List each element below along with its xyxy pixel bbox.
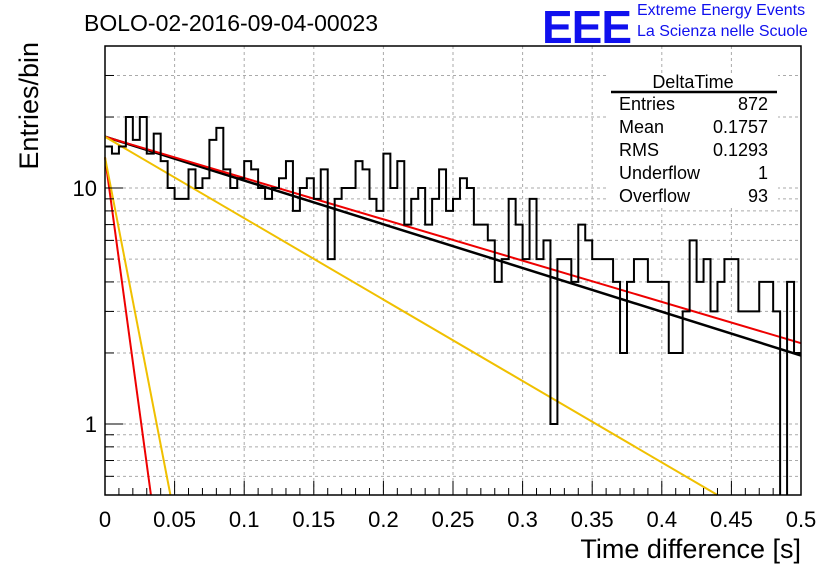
x-tick-label: 0.2 [368, 507, 399, 532]
eee-logo: EEE [542, 1, 632, 53]
plot-frame [104, 45, 802, 496]
y-axis-title: Entries/bin [14, 42, 44, 170]
fit-curve [104, 157, 152, 496]
x-tick-label: 0.25 [432, 507, 475, 532]
fit-curve [104, 135, 802, 345]
stats-label: Entries [619, 94, 675, 114]
x-tick-label: 0.4 [647, 507, 678, 532]
stats-title: DeltaTime [652, 72, 733, 92]
stats-value: 0.1757 [713, 117, 768, 137]
histogram-bars [105, 116, 801, 495]
fit-layer [104, 135, 802, 496]
fit-curve [104, 135, 718, 496]
x-tick-label: 0.05 [153, 507, 196, 532]
stats-value: 0.1293 [713, 140, 768, 160]
x-tick-label: 0 [99, 507, 111, 532]
stats-value: 872 [738, 94, 768, 114]
x-axis-title: Time difference [s] [580, 534, 801, 564]
stats-value: 93 [748, 186, 768, 206]
histogram-layer [105, 116, 801, 495]
stats-label: Underflow [619, 163, 701, 183]
logo-subtitle-1: Extreme Energy Events [637, 2, 806, 19]
stats-background [608, 74, 778, 208]
stats-label: Overflow [619, 186, 691, 206]
stats-label: Mean [619, 117, 664, 137]
y-tick-label: 10 [73, 176, 97, 201]
fit-curve [104, 135, 802, 357]
x-tick-label: 0.15 [292, 507, 335, 532]
stats-value: 1 [758, 163, 768, 183]
x-tick-label: 0.5 [786, 507, 817, 532]
x-tick-label: 0.35 [571, 507, 614, 532]
plot-title: BOLO-02-2016-09-04-00023 [84, 10, 379, 36]
logo-subtitle-2: La Scienza nelle Scuole [637, 23, 808, 40]
fit-curve [104, 157, 172, 496]
x-tick-label: 0.3 [507, 507, 538, 532]
x-tick-label: 0.45 [710, 507, 753, 532]
axis-layer: 0 0.05 0.1 0.15 0.2 0.25 0.3 0.35 0.4 0.45 0.5 1 10 T… [14, 42, 816, 564]
stats-label: RMS [619, 140, 659, 160]
y-tick-label: 1 [85, 412, 97, 437]
x-tick-label: 0.1 [229, 507, 260, 532]
